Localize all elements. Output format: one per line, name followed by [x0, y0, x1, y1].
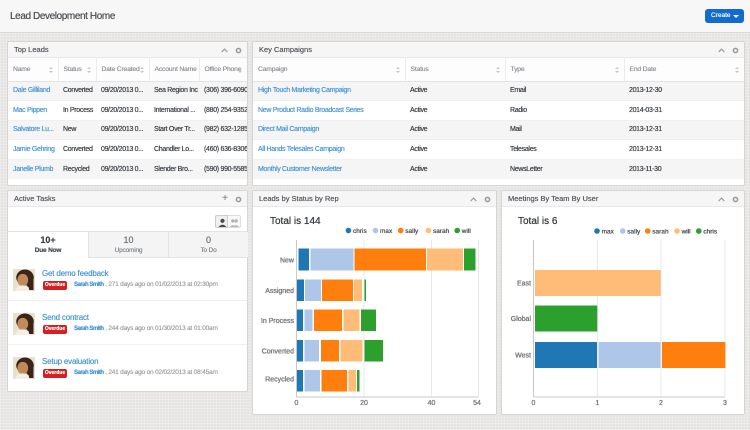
- svg-text:3: 3: [723, 400, 727, 407]
- svg-text:20: 20: [360, 400, 368, 407]
- svg-text:max: max: [602, 229, 615, 236]
- svg-text:Converted: Converted: [262, 348, 294, 355]
- svg-text:sally: sally: [405, 228, 419, 235]
- svg-text:54: 54: [473, 400, 481, 407]
- svg-text:New: New: [280, 258, 295, 265]
- svg-text:sally: sally: [627, 229, 641, 236]
- svg-text:40: 40: [428, 400, 436, 407]
- svg-text:West: West: [515, 353, 531, 360]
- svg-text:Assigned: Assigned: [265, 288, 294, 295]
- svg-text:Total is 6: Total is 6: [518, 216, 558, 227]
- svg-text:In Process: In Process: [261, 318, 295, 325]
- svg-text:max: max: [380, 228, 393, 235]
- svg-text:0: 0: [532, 400, 536, 407]
- svg-text:1: 1: [595, 400, 599, 407]
- svg-text:chris: chris: [353, 228, 367, 235]
- svg-text:Recycled: Recycled: [265, 377, 294, 384]
- svg-text:Total is 144: Total is 144: [270, 216, 321, 227]
- svg-text:sarah: sarah: [652, 229, 669, 236]
- svg-text:Global: Global: [511, 316, 532, 323]
- svg-text:sarah: sarah: [433, 228, 450, 235]
- svg-text:2: 2: [659, 400, 663, 407]
- svg-text:East: East: [517, 281, 531, 288]
- svg-text:0: 0: [295, 400, 299, 407]
- svg-text:will: will: [461, 228, 472, 235]
- svg-text:chris: chris: [703, 229, 717, 236]
- svg-text:will: will: [681, 229, 692, 236]
